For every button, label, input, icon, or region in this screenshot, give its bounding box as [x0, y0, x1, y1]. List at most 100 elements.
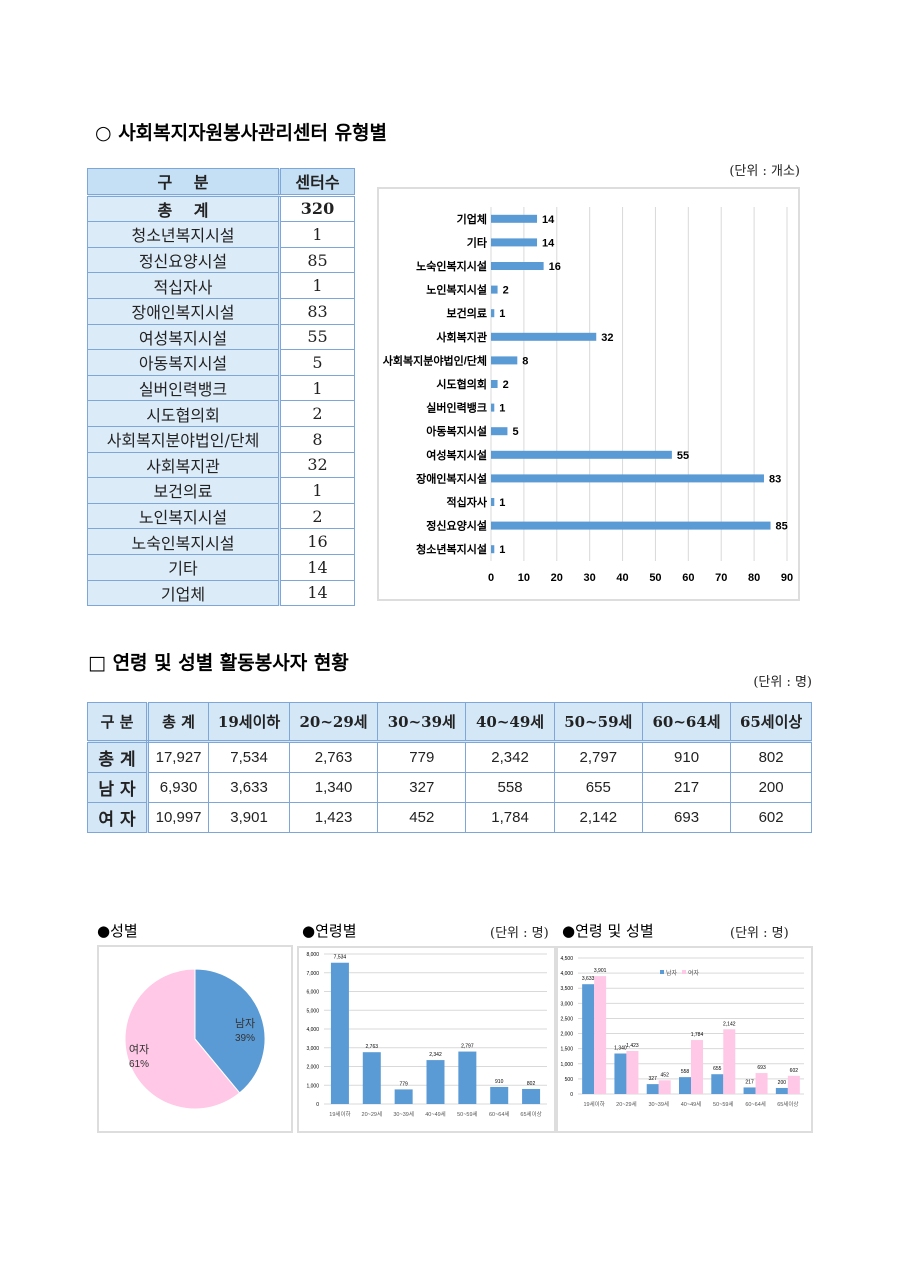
count-cell: 1: [278, 272, 355, 299]
x-tick-label: 50~59세: [713, 1100, 734, 1108]
category-label: 적십자사: [447, 495, 488, 509]
data-label: 217: [745, 1079, 754, 1085]
value-cell: 779: [377, 741, 467, 773]
count-cell: 5: [278, 349, 355, 376]
gender-pie-box: 남자 39% 여자 61%: [97, 945, 293, 1133]
value-cell: 7,534: [208, 741, 290, 773]
category-label: 기업체: [457, 212, 487, 226]
category-label: 장애인복지시설: [416, 471, 487, 485]
x-tick-label: 60~64세: [489, 1110, 510, 1118]
x-tick-label: 50: [649, 572, 661, 584]
x-tick-label: 19세이하: [329, 1110, 350, 1118]
count-cell: 14: [278, 579, 355, 607]
data-label: 779: [399, 1081, 408, 1087]
x-tick-label: 65세이상: [520, 1110, 541, 1118]
header-cell: 30~39세: [377, 702, 467, 743]
table-row: 장애인복지시설 83: [87, 297, 355, 325]
category-label: 기타: [467, 235, 488, 249]
header-cell: 19세이하: [208, 702, 290, 743]
data-label: 3,633: [582, 976, 595, 982]
type-cell: 실버인력뱅크: [87, 374, 280, 402]
bar: [491, 214, 538, 223]
table-row: 여 자 10,997 3,901 1,423 452 1,784 2,142 693 602: [87, 802, 812, 833]
category-label: 아동복지시설: [426, 424, 487, 438]
data-label: 1,784: [691, 1032, 704, 1038]
value-cell: 17,927: [146, 741, 210, 773]
table-row: 사회복지관 32: [87, 451, 355, 479]
header-cell: 구 분: [87, 168, 280, 197]
value-cell: 3,633: [208, 772, 290, 803]
x-tick-label: 90: [781, 572, 793, 584]
count-cell: 16: [278, 528, 355, 555]
bar: [491, 309, 495, 318]
bar: [743, 1087, 756, 1094]
bar: [775, 1087, 788, 1094]
value-cell: 452: [377, 802, 467, 833]
y-tick-label: 2,000: [560, 1032, 573, 1038]
type-cell: 기타: [87, 553, 280, 581]
y-tick-label: 4,000: [560, 971, 573, 977]
age-gender-bar-chart: 0 500 1,000 1,500 2,000 2,500 3,000 3,500 4,000 4…: [560, 956, 804, 1108]
header-cell: 60~64세: [641, 702, 732, 743]
total-row: 총 계 320: [87, 194, 355, 223]
category-label: 노숙인복지시설: [416, 259, 487, 273]
count-cell: 1: [278, 221, 355, 248]
legend-swatch: [660, 970, 664, 974]
value-cell: 2,797: [553, 741, 643, 773]
bar: [491, 356, 518, 365]
x-tick-label: 20: [551, 572, 563, 584]
bar: [594, 976, 607, 1094]
bar: [614, 1053, 627, 1094]
legend-label: 여자: [688, 969, 700, 977]
bar: [711, 1074, 724, 1094]
value-cell: 6,930: [146, 772, 210, 803]
count-cell: 2: [278, 400, 355, 427]
x-tick-label: 65세이상: [777, 1100, 798, 1108]
section2-title: □ 연령 및 성별 활동봉사자 현황: [88, 652, 349, 674]
count-cell: 85: [278, 246, 355, 274]
value-cell: 1,423: [288, 802, 379, 833]
bar: [491, 521, 771, 530]
x-tick-label: 30~39세: [648, 1100, 669, 1108]
value-cell: 217: [641, 772, 732, 803]
category-label: 사회복지관: [436, 330, 487, 344]
section2-unit: (단위 : 명): [753, 675, 812, 690]
slice-label: 남자: [235, 1017, 255, 1030]
type-cell: 정신요양시설: [87, 246, 280, 274]
bar: [522, 1088, 541, 1104]
center-type-table: 구 분 센터수 총 계 320 청소년복지시설 1 정신요양시설 85 적십자사 1 장애인…: [87, 168, 355, 607]
age-gender-chart-label: ●연령 및 성별: [562, 922, 654, 940]
count-cell: 14: [278, 553, 355, 581]
table-row: 실버인력뱅크 1: [87, 374, 355, 402]
y-tick-label: 0: [570, 1092, 573, 1098]
bar: [490, 1086, 509, 1104]
bar: [330, 962, 349, 1104]
bar: [491, 332, 597, 341]
data-label: 1,340: [614, 1046, 627, 1052]
type-cell: 아동복지시설: [87, 349, 280, 376]
table-row: 보건의료 1: [87, 477, 355, 504]
table-row: 사회복지분야법인/단체 8: [87, 425, 355, 453]
data-label: 327: [649, 1076, 658, 1082]
bar: [491, 427, 508, 436]
x-tick-label: 80: [748, 572, 760, 584]
x-tick-label: 60: [682, 572, 694, 584]
row-label: 남 자: [87, 772, 149, 803]
table-row: 정신요양시설 85: [87, 246, 355, 274]
value-cell: 200: [730, 772, 812, 803]
legend-swatch: [682, 970, 686, 974]
data-label: 83: [769, 473, 781, 485]
y-tick-label: 6,000: [306, 990, 319, 996]
data-label: 2,797: [461, 1044, 474, 1050]
y-tick-label: 3,500: [560, 986, 573, 992]
category-label: 실버인력뱅크: [426, 401, 487, 415]
data-label: 14: [542, 237, 555, 249]
category-label: 보건의료: [447, 306, 487, 320]
x-tick-label: 10: [518, 572, 530, 584]
value-cell: 1,340: [288, 772, 379, 803]
data-label: 32: [601, 332, 613, 344]
bar: [491, 380, 498, 388]
value-cell: 1,784: [465, 802, 555, 833]
slice-percent: 61%: [129, 1059, 149, 1070]
